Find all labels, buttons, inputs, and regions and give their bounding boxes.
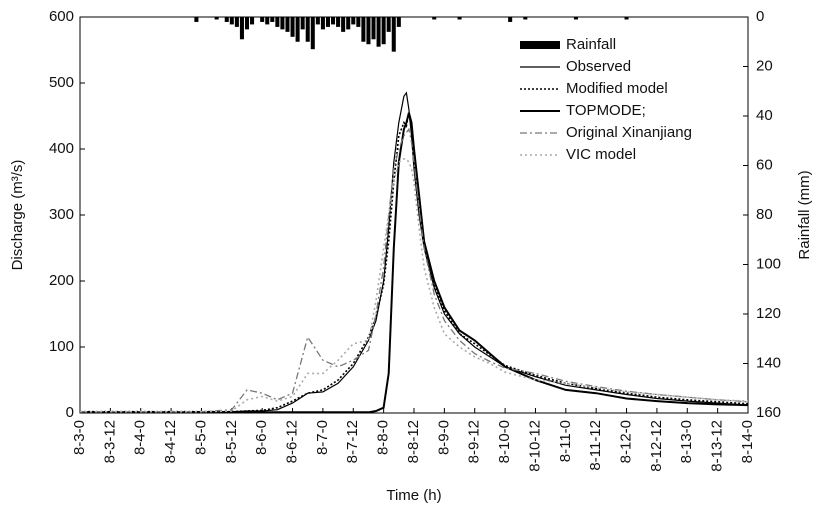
x-tick-label: 8-9-12: [466, 420, 483, 463]
x-tick-label: 8-14-0: [739, 420, 756, 463]
rain-bar: [325, 17, 330, 27]
y-tick-label: 400: [49, 140, 74, 157]
rain-bar: [573, 17, 578, 20]
rain-bar: [320, 17, 325, 30]
y2-tick-label: 120: [756, 305, 781, 322]
y2-tick-label: 140: [756, 354, 781, 371]
y-tick-label: 200: [49, 272, 74, 289]
rain-bar: [295, 17, 300, 42]
y2-tick-label: 100: [756, 255, 781, 272]
rain-bar: [315, 17, 320, 25]
rain-bar: [244, 17, 250, 30]
legend-label: Modified model: [566, 80, 668, 97]
legend-label: Rainfall: [566, 36, 616, 53]
x-tick-label: 8-5-12: [223, 420, 240, 463]
y-axis-label: Discharge (m³/s): [9, 160, 26, 271]
x-tick-label: 8-12-0: [618, 420, 635, 463]
x-tick-label: 8-7-0: [314, 420, 331, 455]
rain-bar: [331, 17, 336, 25]
x-tick-label: 8-11-0: [557, 420, 574, 462]
rain-bar: [310, 17, 315, 50]
legend-label: Original Xinanjiang: [566, 124, 692, 141]
rain-bar: [366, 17, 371, 45]
rain-bar: [341, 17, 346, 32]
rain-bar: [285, 17, 290, 32]
rain-bar: [270, 17, 275, 22]
rain-bar: [336, 17, 341, 27]
y2-tick-label: 160: [756, 404, 781, 421]
rain-bar: [300, 17, 305, 30]
rain-bar: [275, 17, 280, 27]
rain-bar: [250, 17, 255, 25]
rain-bar: [361, 17, 366, 42]
x-tick-label: 8-6-0: [253, 420, 270, 455]
rain-bar: [376, 17, 381, 47]
rain-bar: [305, 17, 310, 42]
rain-bar: [280, 17, 285, 30]
y2-tick-label: 60: [756, 156, 773, 173]
x-tick-label: 8-10-0: [496, 420, 513, 463]
x-tick-label: 8-9-0: [435, 420, 452, 455]
y2-axis-label: Rainfall (mm): [796, 170, 813, 259]
rain-bar: [356, 17, 361, 27]
x-tick-label: 8-4-0: [132, 420, 149, 455]
x-tick-label: 8-3-12: [101, 420, 118, 463]
rain-bar: [396, 17, 401, 27]
rain-bar: [523, 17, 528, 20]
x-tick-label: 8-13-0: [678, 420, 695, 463]
rain-bar: [457, 17, 462, 20]
series-line: [80, 112, 749, 414]
rain-bar: [432, 17, 437, 20]
rain-bar: [194, 17, 199, 22]
y2-tick-label: 80: [756, 206, 773, 223]
x-tick-label: 8-4-12: [162, 420, 179, 463]
legend-label: Observed: [566, 58, 631, 75]
y-tick-label: 300: [49, 206, 74, 223]
y-tick-label: 600: [49, 8, 74, 25]
x-tick-label: 8-10-12: [526, 420, 543, 472]
rain-bar: [391, 17, 396, 52]
x-tick-label: 8-13-12: [709, 420, 726, 472]
y-tick-label: 500: [49, 74, 74, 91]
y-tick-label: 0: [66, 404, 74, 421]
y-tick-label: 100: [49, 338, 74, 355]
y2-tick-label: 20: [756, 57, 773, 74]
x-tick-label: 8-5-0: [192, 420, 209, 455]
x-tick-label: 8-12-12: [648, 420, 665, 472]
rain-bar: [371, 17, 376, 40]
rain-bar: [381, 17, 386, 45]
rain-bar: [224, 17, 229, 22]
x-tick-label: 8-8-0: [375, 420, 392, 455]
rain-bar: [351, 17, 356, 25]
rain-bar: [386, 17, 391, 32]
series-line: [80, 112, 749, 413]
rain-bar: [229, 17, 234, 25]
y2-tick-label: 40: [756, 107, 773, 124]
series-line: [80, 127, 749, 413]
rain-bar: [214, 17, 219, 20]
rain-bar: [265, 17, 270, 25]
y2-tick-label: 0: [756, 8, 764, 25]
legend-label: TOPMODE;: [566, 102, 646, 119]
x-tick-label: 8-11-12: [587, 420, 604, 471]
x-tick-label: 8-6-12: [284, 420, 301, 463]
legend-swatch: [520, 41, 560, 49]
rain-bar: [234, 17, 239, 27]
rain-bar: [290, 17, 295, 37]
x-tick-label: 8-3-0: [71, 420, 88, 455]
rain-bar: [260, 17, 265, 22]
rain-bar: [239, 17, 244, 40]
rain-bar: [346, 17, 351, 30]
x-axis-label: Time (h): [386, 487, 441, 504]
rain-bar: [508, 17, 513, 22]
plot-frame: [79, 16, 749, 414]
rain-bar: [624, 17, 629, 20]
x-tick-label: 8-7-12: [344, 420, 361, 463]
x-tick-label: 8-8-12: [405, 420, 422, 463]
legend-label: VIC model: [566, 146, 636, 163]
series-line: [80, 158, 749, 413]
